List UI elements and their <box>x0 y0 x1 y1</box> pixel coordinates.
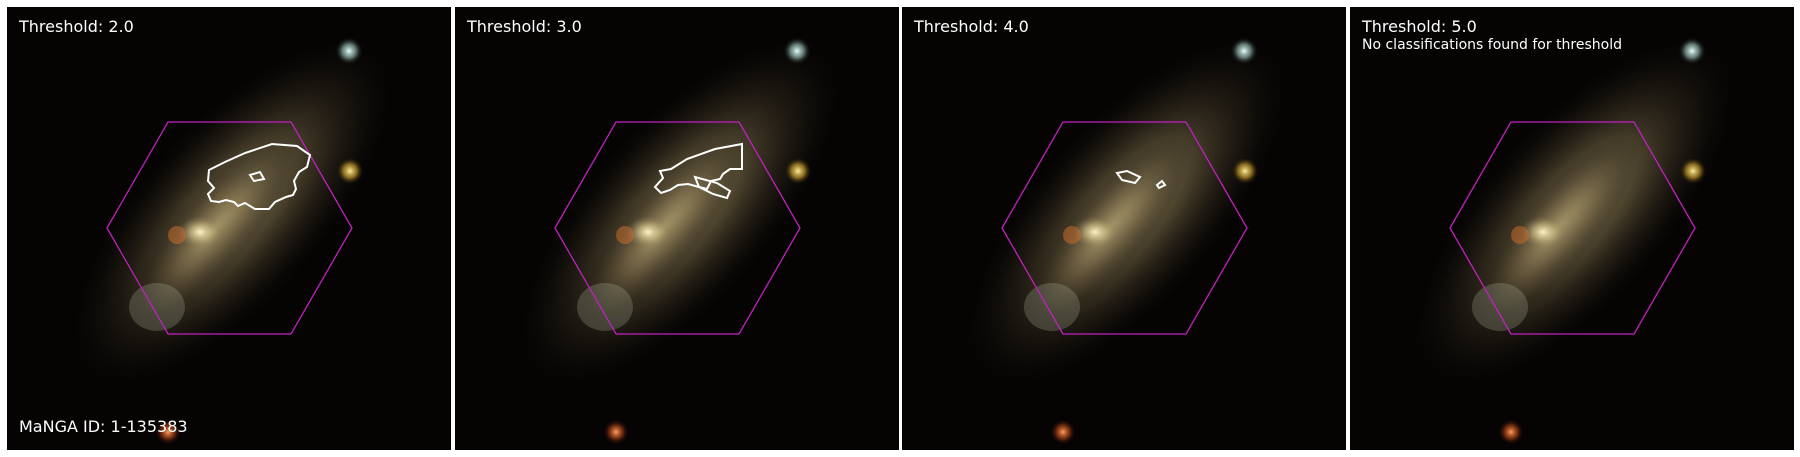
panel-threshold-2: Threshold: 2.0 MaNGA ID: 1-135383 <box>7 7 451 450</box>
ifu-hexagon <box>1449 121 1696 335</box>
star-icon <box>783 37 811 65</box>
classification-contour <box>693 175 732 200</box>
panel-threshold-5: Threshold: 5.0 No classifications found … <box>1350 7 1794 450</box>
ifu-hexagon <box>1001 121 1248 335</box>
star-icon <box>1230 37 1258 65</box>
threshold-label: Threshold: 3.0 <box>467 17 582 36</box>
star-icon <box>1050 419 1076 445</box>
star-icon <box>1679 157 1707 185</box>
ifu-hexagon <box>106 121 353 335</box>
classification-contour <box>248 170 266 183</box>
threshold-label: Threshold: 5.0 <box>1362 17 1477 36</box>
classification-contour <box>206 142 312 210</box>
star-icon <box>1498 419 1524 445</box>
ifu-hexagon <box>554 121 801 335</box>
classification-contour <box>1115 169 1142 185</box>
panel-threshold-4: Threshold: 4.0 <box>902 7 1346 450</box>
threshold-label: Threshold: 4.0 <box>914 17 1029 36</box>
panel-threshold-3: Threshold: 3.0 <box>455 7 899 450</box>
no-classifications-note: No classifications found for threshold <box>1362 37 1622 53</box>
manga-id-label: MaNGA ID: 1-135383 <box>19 417 188 436</box>
galaxy-image <box>455 7 899 450</box>
galaxy-image <box>902 7 1346 450</box>
threshold-label: Threshold: 2.0 <box>19 17 134 36</box>
star-icon <box>336 157 364 185</box>
star-icon <box>603 419 629 445</box>
star-icon <box>335 37 363 65</box>
star-icon <box>784 157 812 185</box>
classification-contour <box>1155 179 1167 190</box>
galaxy-image <box>1350 7 1794 450</box>
star-icon <box>1678 37 1706 65</box>
star-icon <box>155 419 181 445</box>
star-icon <box>1231 157 1259 185</box>
galaxy-image <box>7 7 451 450</box>
